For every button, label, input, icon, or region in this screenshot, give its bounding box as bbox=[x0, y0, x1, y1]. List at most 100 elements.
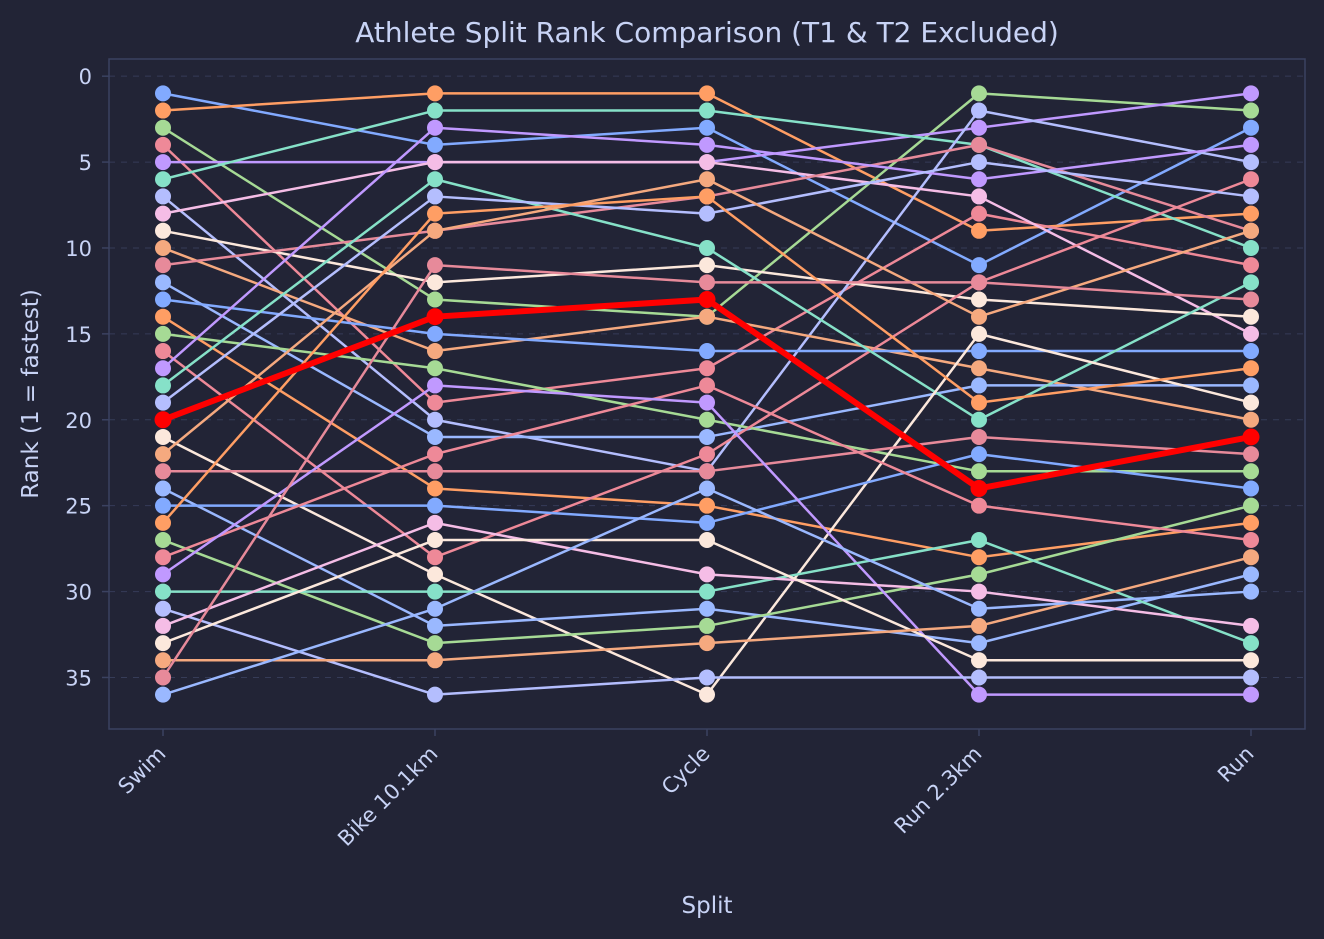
data-point bbox=[971, 171, 987, 188]
data-point bbox=[699, 394, 715, 411]
data-point bbox=[1243, 188, 1259, 205]
data-point bbox=[971, 222, 987, 239]
data-point bbox=[699, 669, 715, 686]
chart-title: Athlete Split Rank Comparison (T1 & T2 E… bbox=[355, 16, 1059, 49]
data-point bbox=[971, 291, 987, 308]
data-point bbox=[1243, 583, 1259, 600]
data-point bbox=[971, 686, 987, 703]
data-point bbox=[1243, 652, 1259, 669]
data-point bbox=[155, 583, 171, 600]
data-point bbox=[155, 566, 171, 583]
data-point bbox=[971, 583, 987, 600]
data-point bbox=[971, 394, 987, 411]
data-point bbox=[155, 635, 171, 652]
data-point bbox=[971, 102, 987, 119]
y-tick-label: 20 bbox=[65, 409, 92, 433]
data-point bbox=[699, 377, 715, 394]
data-point bbox=[427, 257, 443, 274]
series-line bbox=[155, 154, 1259, 342]
data-point bbox=[155, 325, 171, 342]
data-point bbox=[1243, 446, 1259, 463]
data-point bbox=[971, 600, 987, 617]
data-point bbox=[155, 257, 171, 274]
series-line bbox=[155, 446, 1259, 531]
series-line bbox=[155, 377, 1259, 703]
data-point bbox=[1243, 514, 1259, 531]
data-point bbox=[1243, 686, 1259, 703]
data-point bbox=[699, 274, 715, 291]
data-point bbox=[971, 154, 987, 171]
data-point bbox=[427, 325, 443, 342]
data-point bbox=[1243, 532, 1259, 549]
data-point bbox=[971, 188, 987, 205]
data-point bbox=[427, 171, 443, 188]
series-line bbox=[155, 600, 1259, 703]
data-point bbox=[971, 308, 987, 325]
data-point bbox=[155, 171, 171, 188]
data-point bbox=[699, 686, 715, 703]
data-point bbox=[699, 617, 715, 634]
data-point bbox=[427, 497, 443, 514]
data-point bbox=[699, 239, 715, 256]
y-axis-ticks: 0 5 10 15 20 25 30 35 bbox=[65, 65, 109, 690]
data-point bbox=[155, 85, 171, 102]
data-point bbox=[427, 85, 443, 102]
data-point bbox=[427, 222, 443, 239]
data-point bbox=[699, 635, 715, 652]
y-axis-label: Rank (1 = fastest) bbox=[18, 289, 44, 499]
data-point bbox=[971, 85, 987, 102]
data-point bbox=[971, 463, 987, 480]
data-point bbox=[427, 480, 443, 497]
data-point bbox=[699, 257, 715, 274]
data-point bbox=[1243, 549, 1259, 566]
data-point bbox=[971, 549, 987, 566]
data-point bbox=[971, 652, 987, 669]
data-point bbox=[155, 377, 171, 394]
data-point bbox=[699, 188, 715, 205]
data-point bbox=[427, 360, 443, 377]
data-point bbox=[427, 686, 443, 703]
data-point bbox=[427, 205, 443, 222]
data-point bbox=[427, 411, 443, 428]
data-point bbox=[1243, 669, 1259, 686]
series-lines bbox=[155, 85, 1259, 703]
series-line bbox=[155, 154, 1259, 411]
data-point bbox=[971, 532, 987, 549]
data-point bbox=[1243, 360, 1259, 377]
data-point bbox=[155, 102, 171, 119]
data-point bbox=[699, 497, 715, 514]
data-point bbox=[971, 136, 987, 153]
data-point bbox=[155, 617, 171, 634]
data-point bbox=[971, 205, 987, 222]
data-point bbox=[971, 325, 987, 342]
data-point bbox=[699, 446, 715, 463]
data-point bbox=[155, 480, 171, 497]
data-point bbox=[155, 514, 171, 531]
data-point bbox=[971, 343, 987, 360]
data-point bbox=[699, 583, 715, 600]
highlight-point bbox=[970, 479, 988, 497]
data-point bbox=[699, 463, 715, 480]
data-point bbox=[699, 119, 715, 136]
data-point bbox=[971, 497, 987, 514]
series-line bbox=[155, 274, 1259, 445]
data-point bbox=[1243, 291, 1259, 308]
y-tick-label: 0 bbox=[79, 65, 92, 89]
data-point bbox=[971, 446, 987, 463]
highlight-point bbox=[154, 411, 172, 429]
data-point bbox=[427, 566, 443, 583]
data-point bbox=[971, 360, 987, 377]
data-point bbox=[155, 394, 171, 411]
data-point bbox=[155, 343, 171, 360]
data-point bbox=[971, 669, 987, 686]
data-point bbox=[427, 154, 443, 171]
series-line bbox=[155, 308, 1259, 566]
data-point bbox=[699, 85, 715, 102]
data-point bbox=[699, 102, 715, 119]
data-point bbox=[1243, 239, 1259, 256]
data-point bbox=[1243, 136, 1259, 153]
data-point bbox=[1243, 257, 1259, 274]
data-point bbox=[971, 119, 987, 136]
data-point bbox=[155, 446, 171, 463]
